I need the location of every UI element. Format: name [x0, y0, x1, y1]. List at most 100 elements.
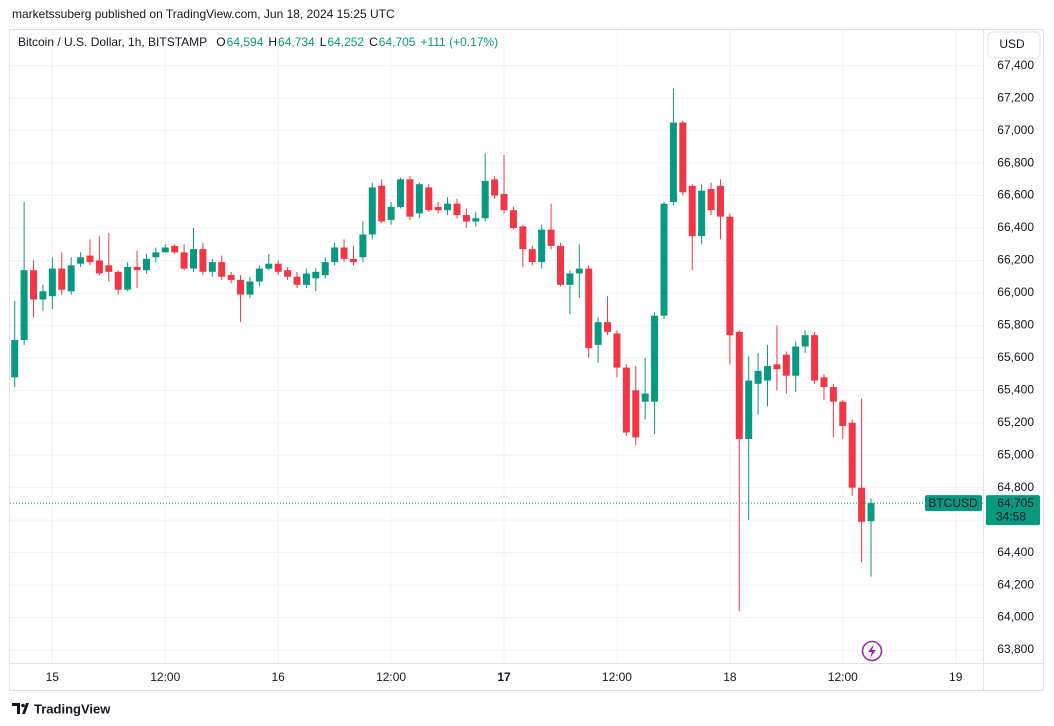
candle-body: [754, 370, 762, 384]
candle-body: [716, 185, 724, 217]
y-tick-label: 65,400: [997, 382, 1034, 396]
y-tick-label: 67,400: [997, 58, 1034, 72]
candle-body: [604, 322, 612, 332]
symbol-tag-bg: [925, 495, 982, 512]
candle-body: [773, 364, 781, 370]
candle-body: [161, 247, 169, 253]
candle-body: [397, 179, 405, 207]
x-tick-label: 15: [46, 670, 60, 684]
candle-body: [284, 270, 292, 277]
candle-body: [726, 216, 734, 336]
candle-body: [171, 245, 179, 253]
candle-body: [434, 206, 442, 211]
y-tick-label: 64,400: [997, 545, 1034, 559]
candle-body: [378, 185, 386, 222]
candle-body: [632, 390, 640, 438]
candle-body: [858, 487, 866, 522]
candle-body: [867, 503, 875, 522]
candle-body: [77, 257, 85, 264]
candle-body: [829, 387, 837, 402]
candle-body: [142, 258, 150, 271]
candle-body: [274, 263, 282, 272]
candle-body: [519, 226, 527, 250]
candle-body: [848, 422, 856, 488]
y-tick-label: 65,800: [997, 318, 1034, 332]
candle-body: [114, 271, 122, 290]
ohlc-value: 64,734: [278, 35, 315, 49]
ohlc-key: C: [369, 35, 378, 49]
candles: [11, 88, 875, 612]
candle-body: [688, 185, 696, 237]
candle-body: [58, 268, 66, 290]
candle-body: [331, 247, 339, 263]
candle-body: [641, 393, 649, 402]
currency-label[interactable]: USD: [999, 37, 1025, 51]
candle-body: [48, 268, 56, 297]
publisher-line: marketssuberg published on TradingView.c…: [12, 7, 395, 21]
candle-body: [152, 252, 160, 258]
brand-logo[interactable]: [12, 703, 29, 714]
brand-name[interactable]: TradingView: [34, 701, 111, 716]
candle-body: [208, 262, 216, 272]
candle-body: [707, 189, 715, 211]
alert-icon[interactable]: [861, 640, 883, 662]
y-tick-label: 66,000: [997, 285, 1034, 299]
candle-body: [651, 315, 659, 402]
candle-body: [293, 276, 301, 285]
candle-body: [491, 179, 499, 196]
currency-button[interactable]: [987, 31, 1041, 59]
candle-body: [594, 322, 602, 345]
candle-body: [237, 279, 245, 295]
symbol-title: Bitcoin / U.S. Dollar, 1h, BITSTAMP: [18, 35, 207, 49]
candle-body: [669, 122, 677, 203]
candle-body: [509, 210, 517, 229]
candle-body: [86, 255, 94, 263]
y-tick-label: 66,200: [997, 253, 1034, 267]
candle-body: [811, 335, 819, 381]
candle-body: [302, 273, 310, 285]
price-tag-bg: [986, 495, 1040, 526]
change-value: +111 (+0.17%): [420, 35, 498, 49]
candle-body: [782, 354, 790, 376]
candle-body: [613, 333, 621, 368]
candle-body: [547, 229, 555, 246]
candle-body: [745, 380, 753, 440]
symbol-tag: BTCUSD: [928, 496, 978, 510]
candle-body: [820, 377, 828, 388]
candle-body: [764, 365, 772, 381]
x-tick-label: 18: [723, 670, 737, 684]
x-tick-label: 12:00: [828, 670, 858, 684]
candle-body: [566, 273, 574, 285]
candle-body: [39, 291, 47, 300]
ohlc-value: 64,705: [379, 35, 416, 49]
grid: 63,80064,00064,20064,40064,60064,80065,0…: [10, 30, 1043, 690]
candle-body: [679, 122, 687, 193]
ohlc-key: H: [268, 35, 277, 49]
price-tag: 64,705: [997, 496, 1034, 510]
candle-body: [792, 346, 800, 376]
candle-body: [472, 218, 480, 222]
candle-body: [30, 270, 38, 300]
ohlc-values: O64,594 H64,734 L64,252 C64,705 +111 (+0.17%…: [216, 35, 498, 49]
candle-body: [415, 184, 423, 214]
candle-body: [425, 187, 433, 211]
candle-body: [698, 190, 706, 237]
countdown: 34:58: [996, 509, 1026, 523]
candle-body: [227, 275, 235, 280]
candle-body: [340, 247, 348, 259]
candle-body: [538, 229, 546, 263]
y-tick-label: 66,800: [997, 155, 1034, 169]
candle-body: [321, 262, 329, 276]
candle-body: [387, 206, 395, 220]
candle-body: [124, 266, 132, 290]
candle-body: [622, 367, 630, 433]
x-tick-label: 12:00: [376, 670, 406, 684]
y-tick-label: 66,600: [997, 188, 1034, 202]
candle-body: [735, 331, 743, 440]
candle-body: [105, 265, 113, 272]
candle-body: [839, 401, 847, 427]
candle-body: [359, 234, 367, 258]
